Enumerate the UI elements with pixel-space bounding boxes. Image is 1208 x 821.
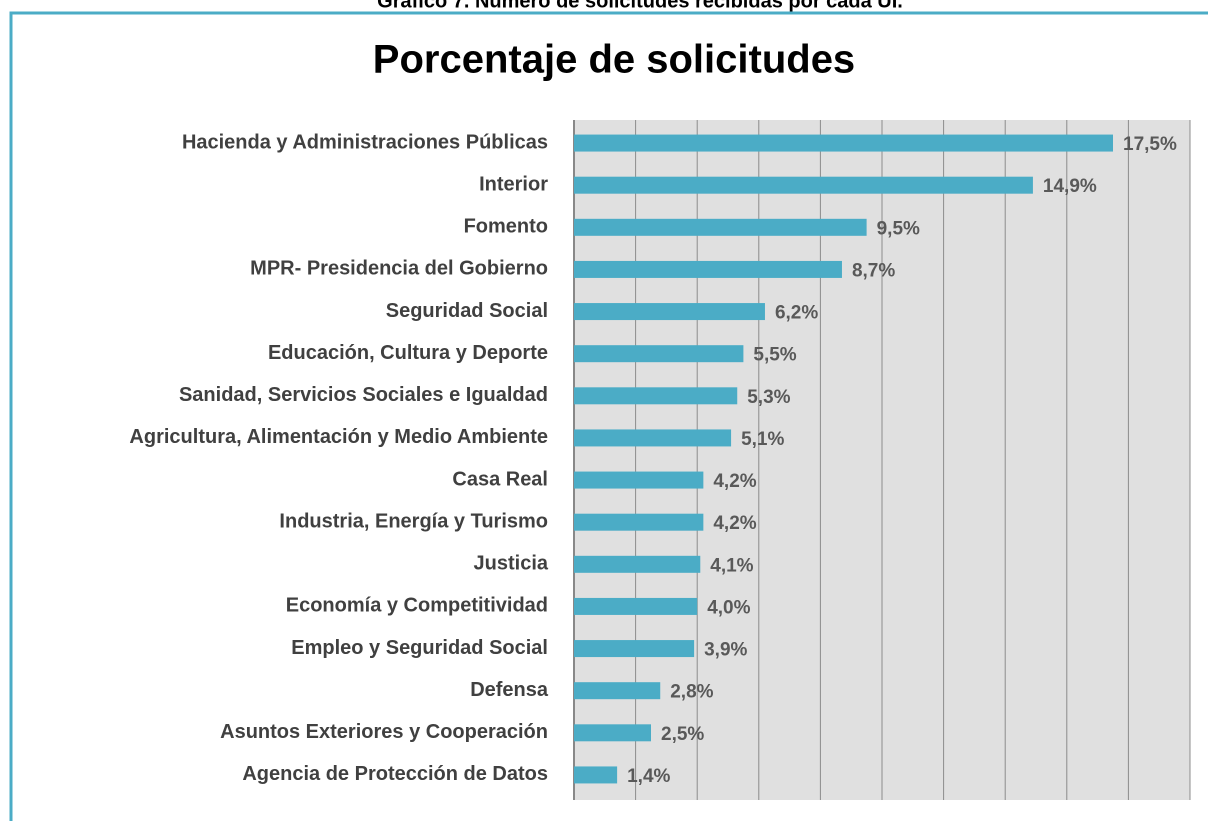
bar: [574, 345, 744, 363]
bar: [574, 555, 701, 573]
bar: [574, 682, 661, 700]
y-tick-label: Interior: [479, 173, 548, 195]
value-label: 1,4%: [627, 766, 670, 787]
value-label: 8,7%: [852, 260, 895, 281]
bar: [574, 429, 732, 447]
value-label: 4,2%: [713, 471, 756, 492]
value-label: 5,5%: [753, 345, 796, 366]
y-tick-label: Asuntos Exteriores y Cooperación: [220, 721, 548, 743]
bar: [574, 260, 842, 278]
y-tick-label: Seguridad Social: [386, 300, 548, 322]
bar: [574, 218, 867, 236]
value-label: 17,5%: [1123, 134, 1177, 155]
value-label: 4,0%: [707, 597, 750, 618]
bar: [574, 766, 618, 784]
bar: [574, 387, 738, 405]
y-tick-label: Agencia de Protección de Datos: [242, 763, 548, 785]
caption: Gráfico 7. Número de solicitudes recibid…: [377, 0, 903, 12]
value-label: 5,1%: [741, 429, 784, 450]
value-label: 14,9%: [1043, 176, 1097, 197]
bar: [574, 471, 704, 489]
bar: [574, 513, 704, 531]
bar: [574, 597, 698, 615]
y-tick-label: Justicia: [474, 553, 549, 575]
y-tick-label: Economía y Competitividad: [286, 595, 548, 617]
y-tick-label: Casa Real: [452, 468, 548, 490]
value-label: 2,5%: [661, 724, 704, 745]
y-tick-label: Educación, Cultura y Deporte: [268, 342, 548, 364]
y-tick-label: Empleo y Seguridad Social: [291, 637, 548, 659]
bar: [574, 176, 1033, 194]
bar: [574, 303, 765, 321]
bar: [574, 134, 1113, 152]
value-label: 2,8%: [670, 682, 713, 703]
bar: [574, 724, 651, 742]
value-label: 9,5%: [877, 218, 920, 239]
y-tick-label: MPR- Presidencia del Gobierno: [250, 258, 548, 280]
value-label: 6,2%: [775, 303, 818, 324]
value-label: 4,1%: [710, 555, 753, 576]
y-tick-label: Sanidad, Servicios Sociales e Igualdad: [179, 384, 548, 406]
y-tick-label: Agricultura, Alimentación y Medio Ambien…: [129, 426, 548, 448]
y-tick-label: Defensa: [470, 679, 549, 701]
value-label: 4,2%: [713, 513, 756, 534]
y-tick-label: Hacienda y Administraciones Públicas: [182, 131, 548, 153]
bar: [574, 640, 695, 658]
chart-title: Porcentaje de solicitudes: [373, 38, 855, 82]
y-tick-label: Fomento: [464, 216, 548, 238]
y-tick-label: Industria, Energía y Turismo: [279, 510, 548, 532]
value-label: 3,9%: [704, 640, 747, 661]
value-label: 5,3%: [747, 387, 790, 408]
